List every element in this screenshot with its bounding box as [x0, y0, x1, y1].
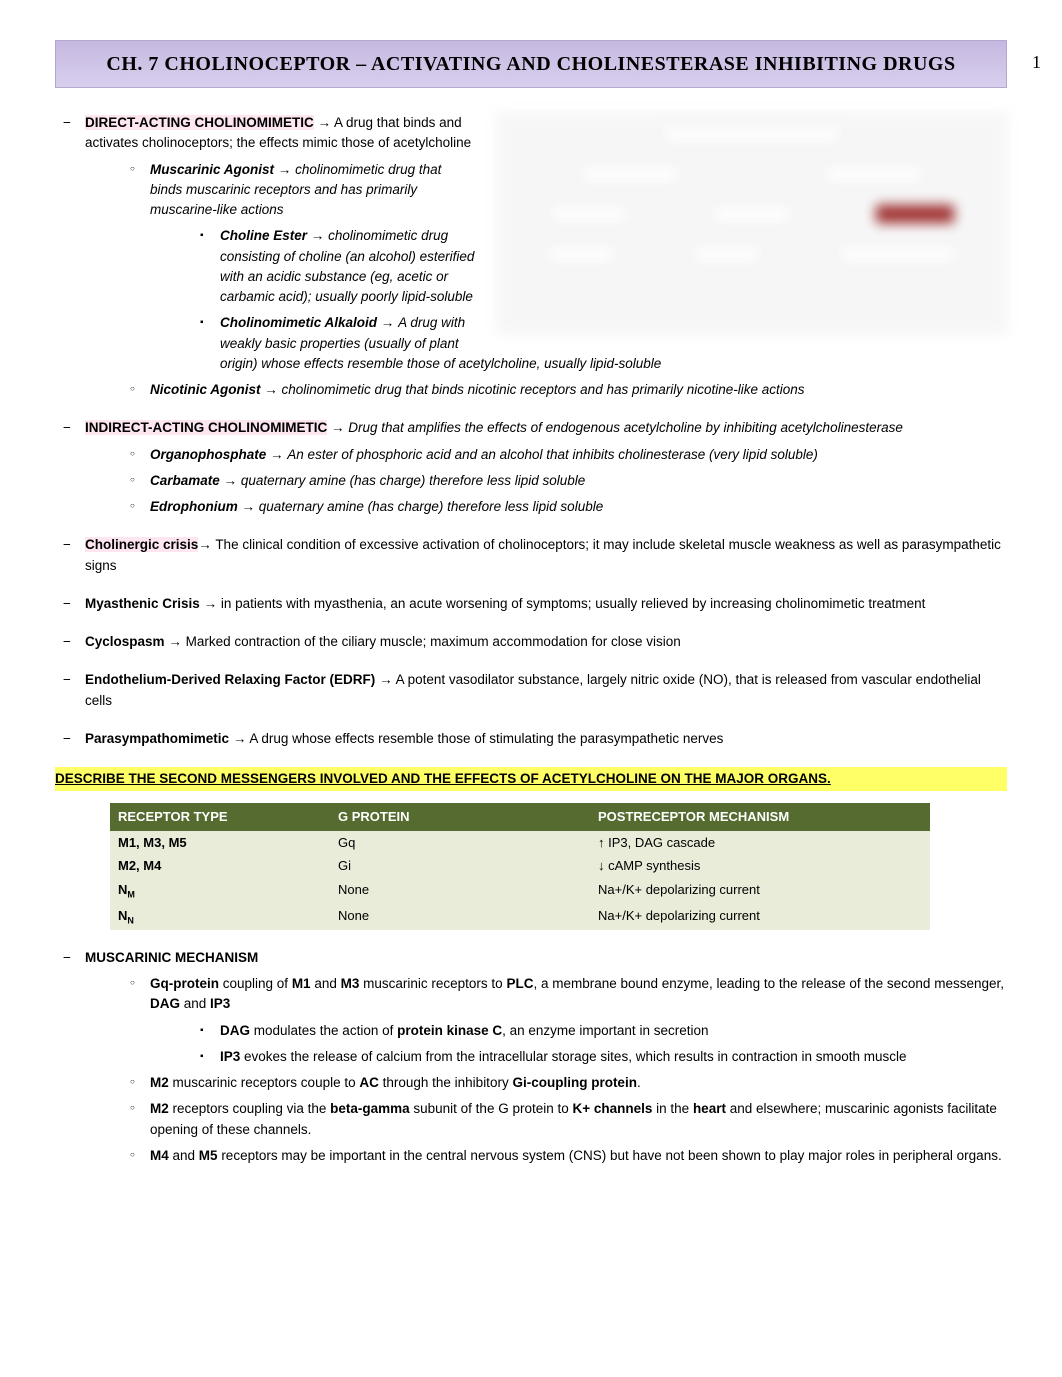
table-cell: Gi	[338, 856, 598, 876]
edrf-item: Endothelium-Derived Relaxing Factor (EDR…	[55, 670, 1007, 711]
nicotinic-item: Nicotinic Agonist → cholinomimetic drug …	[130, 380, 1007, 400]
table-cell: None	[338, 906, 598, 928]
table-row: NN None Na+/K+ depolarizing current	[110, 904, 930, 930]
nic-def: cholinomimetic drug that binds nicotinic…	[282, 382, 805, 397]
m2-k-item: M2 receptors coupling via the beta-gamma…	[130, 1099, 1007, 1140]
edro-def: quaternary amine (has charge) therefore …	[259, 499, 603, 514]
indirect-def: Drug that amplifies the effects of endog…	[348, 420, 903, 435]
table-cell: cAMP synthesis	[598, 856, 922, 876]
arrow-icon: →	[318, 115, 332, 130]
org-term: Organophosphate	[150, 447, 266, 462]
cholinergic-crisis-item: Cholinergic crisis→ The clinical conditi…	[55, 535, 1007, 576]
arrow-icon: →	[331, 420, 345, 435]
table-cell: Na+/K+ depolarizing current	[598, 906, 922, 928]
dag-item: DAG modulates the action of protein kina…	[200, 1021, 1007, 1041]
table-cell: M2, M4	[118, 856, 338, 876]
cyclospasm-item: Cyclospasm → Marked contraction of the c…	[55, 632, 1007, 652]
arrow-icon: →	[198, 537, 212, 552]
page-title: CH. 7 CHOLINOCEPTOR – ACTIVATING AND CHO…	[68, 49, 994, 79]
muscarinic-item: Muscarinic Agonist → cholinomimetic drug…	[130, 160, 1007, 375]
edrophonium-item: Edrophonium → quaternary amine (has char…	[130, 497, 1007, 517]
indirect-acting-item: INDIRECT-ACTING CHOLINOMIMETIC → Drug th…	[55, 418, 1007, 517]
table-header: RECEPTOR TYPE	[118, 807, 338, 827]
organophosphate-item: Organophosphate → An ester of phosphoric…	[130, 445, 1007, 465]
edrf-term: Endothelium-Derived Relaxing Factor (EDR…	[85, 672, 375, 687]
carb-term: Carbamate	[150, 473, 220, 488]
muscarinic-term: Muscarinic Agonist	[150, 162, 274, 177]
parasympathomimetic-item: Parasympathomimetic → A drug whose effec…	[55, 729, 1007, 749]
arrow-icon: →	[224, 473, 238, 488]
table-header: POSTRECEPTOR MECHANISM	[598, 807, 922, 827]
para-def: A drug whose effects resemble those of s…	[249, 731, 723, 746]
carbamate-item: Carbamate → quaternary amine (has charge…	[130, 471, 1007, 491]
table-row: M1, M3, M5 Gq IP3, DAG cascade	[110, 831, 930, 855]
arrow-icon: →	[168, 634, 182, 649]
table-cell: Na+/K+ depolarizing current	[598, 880, 922, 902]
arrow-icon: →	[379, 672, 393, 687]
cyc-term: Cyclospasm	[85, 634, 165, 649]
m4-m5-item: M4 and M5 receptors may be important in …	[130, 1146, 1007, 1166]
arrow-icon: →	[278, 162, 292, 177]
table-cell: IP3, DAG cascade	[598, 833, 922, 853]
chol-def: The clinical condition of excessive acti…	[85, 537, 1001, 572]
mech-heading: MUSCARINIC MECHANISM	[85, 950, 258, 965]
table-cell: NN	[118, 906, 338, 928]
table-cell: M1, M3, M5	[118, 833, 338, 853]
carb-def: quaternary amine (has charge) therefore …	[241, 473, 585, 488]
page-number: 1	[1032, 49, 1041, 76]
mya-def: in patients with myasthenia, an acute wo…	[221, 596, 926, 611]
arrow-icon: →	[242, 499, 256, 514]
m2-ac-item: M2 muscarinic receptors couple to AC thr…	[130, 1073, 1007, 1093]
gq-item: Gq-protein coupling of M1 and M3 muscari…	[130, 974, 1007, 1067]
muscarinic-mechanism-item: MUSCARINIC MECHANISM Gq-protein coupling…	[55, 948, 1007, 1166]
arrow-icon: →	[204, 596, 218, 611]
direct-term: DIRECT-ACTING CHOLINOMIMETIC	[85, 115, 314, 130]
table-header: G PROTEIN	[338, 807, 598, 827]
direct-acting-item: DIRECT-ACTING CHOLINOMIMETIC → A drug th…	[55, 113, 1007, 400]
table-row: NM None Na+/K+ depolarizing current	[110, 878, 930, 904]
chol-term: Cholinergic crisis	[85, 537, 198, 552]
indirect-term: INDIRECT-ACTING CHOLINOMIMETIC	[85, 420, 327, 435]
nic-term: Nicotinic Agonist	[150, 382, 261, 397]
alkaloid-item: Cholinomimetic Alkaloid → A drug with we…	[200, 313, 1007, 374]
title-bar: CH. 7 CHOLINOCEPTOR – ACTIVATING AND CHO…	[55, 40, 1007, 88]
org-def: An ester of phosphoric acid and an alcoh…	[287, 447, 818, 462]
arrow-icon: →	[311, 228, 325, 243]
receptor-table: RECEPTOR TYPE G PROTEIN POSTRECEPTOR MEC…	[110, 803, 930, 930]
arrow-icon: →	[264, 382, 278, 397]
mya-term: Myasthenic Crisis	[85, 596, 200, 611]
alk-term: Cholinomimetic Alkaloid	[220, 315, 377, 330]
table-header-row: RECEPTOR TYPE G PROTEIN POSTRECEPTOR MEC…	[110, 803, 930, 831]
section-heading: DESCRIBE THE SECOND MESSENGERS INVOLVED …	[55, 767, 1007, 791]
edro-term: Edrophonium	[150, 499, 238, 514]
table-cell: None	[338, 880, 598, 902]
arrow-icon: →	[233, 731, 247, 746]
table-cell: Gq	[338, 833, 598, 853]
para-term: Parasympathomimetic	[85, 731, 229, 746]
ip3-item: IP3 evokes the release of calcium from t…	[200, 1047, 1007, 1067]
arrow-icon: →	[270, 447, 284, 462]
myasthenic-crisis-item: Myasthenic Crisis → in patients with mya…	[55, 594, 1007, 614]
arrow-icon: →	[381, 315, 395, 330]
choline-ester-item: Choline Ester → cholinomimetic drug cons…	[200, 226, 1007, 307]
cyc-def: Marked contraction of the ciliary muscle…	[186, 634, 681, 649]
table-cell: NM	[118, 880, 338, 902]
ester-term: Choline Ester	[220, 228, 307, 243]
table-row: M2, M4 Gi cAMP synthesis	[110, 854, 930, 878]
